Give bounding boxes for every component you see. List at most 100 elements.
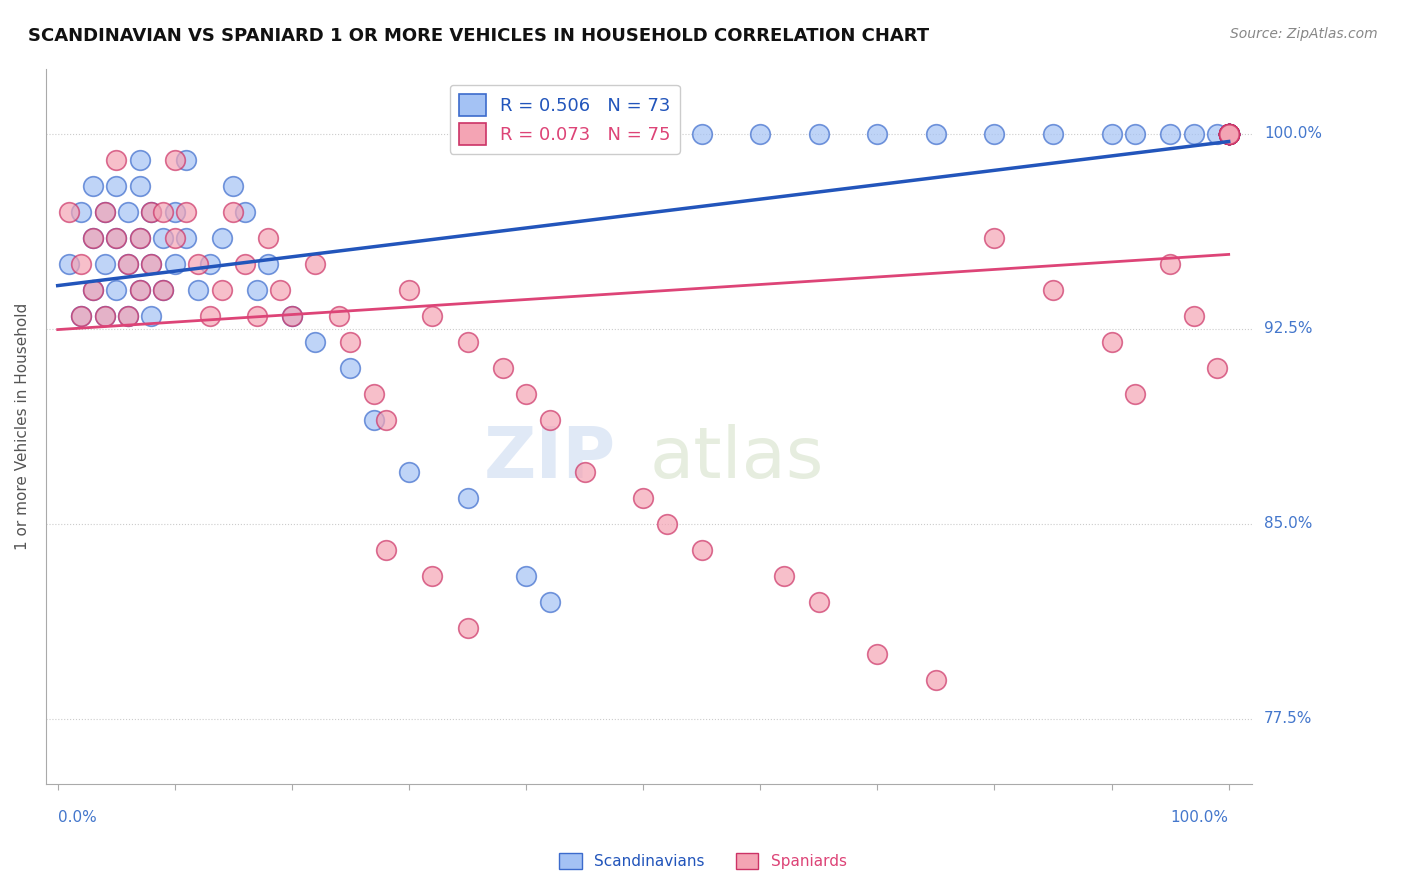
Point [152, 230, 174, 244]
Point [58, 256, 80, 270]
Point [631, 127, 654, 141]
Point [304, 256, 326, 270]
Point [1218, 127, 1240, 141]
Point [1218, 127, 1240, 141]
Point [538, 594, 561, 608]
Point [1218, 127, 1240, 141]
Point [1206, 127, 1229, 141]
Point [457, 334, 479, 349]
Point [70, 309, 93, 323]
Point [141, 204, 163, 219]
Point [128, 230, 150, 244]
Point [70, 256, 93, 270]
Point [328, 309, 350, 323]
Y-axis label: 1 or more Vehicles in Household: 1 or more Vehicles in Household [15, 302, 30, 549]
Text: 85.0%: 85.0% [1264, 516, 1312, 531]
Point [1182, 127, 1205, 141]
Point [1123, 386, 1146, 401]
Point [363, 412, 385, 426]
Point [176, 204, 198, 219]
Point [222, 178, 245, 193]
Point [128, 283, 150, 297]
Point [1218, 127, 1240, 141]
Point [128, 283, 150, 297]
Point [807, 594, 830, 608]
Point [1218, 127, 1240, 141]
Point [233, 204, 256, 219]
Point [163, 204, 186, 219]
Point [176, 153, 198, 167]
Point [187, 256, 209, 270]
Text: 77.5%: 77.5% [1264, 711, 1312, 726]
Point [257, 256, 280, 270]
Point [187, 283, 209, 297]
Point [1218, 127, 1240, 141]
Point [422, 568, 444, 582]
Point [128, 230, 150, 244]
Point [1159, 127, 1181, 141]
Point [422, 309, 444, 323]
Point [374, 412, 396, 426]
Point [631, 491, 654, 505]
Point [1159, 256, 1181, 270]
Point [866, 647, 889, 661]
Point [211, 283, 233, 297]
Point [983, 230, 1005, 244]
Point [655, 516, 678, 531]
Point [163, 256, 186, 270]
Point [1218, 127, 1240, 141]
Point [749, 127, 772, 141]
Point [1101, 127, 1123, 141]
Point [246, 283, 269, 297]
Legend: R = 0.506   N = 73, R = 0.073   N = 75: R = 0.506 N = 73, R = 0.073 N = 75 [450, 85, 679, 154]
Point [1218, 127, 1240, 141]
Point [1218, 127, 1240, 141]
Point [492, 360, 515, 375]
Point [141, 309, 163, 323]
Point [1218, 127, 1240, 141]
Point [772, 568, 794, 582]
Point [163, 153, 186, 167]
Point [269, 283, 291, 297]
Point [93, 204, 115, 219]
Point [1218, 127, 1240, 141]
Point [1218, 127, 1240, 141]
Point [233, 256, 256, 270]
Point [152, 204, 174, 219]
Point [1101, 334, 1123, 349]
Point [925, 673, 948, 687]
Point [866, 127, 889, 141]
Point [457, 491, 479, 505]
Point [281, 309, 304, 323]
Point [152, 283, 174, 297]
Point [176, 230, 198, 244]
Point [1218, 127, 1240, 141]
Point [574, 465, 596, 479]
Point [128, 178, 150, 193]
Point [82, 230, 104, 244]
Point [1218, 127, 1240, 141]
Point [304, 334, 326, 349]
Point [1218, 127, 1240, 141]
Point [93, 309, 115, 323]
Point [515, 386, 537, 401]
Point [690, 542, 713, 557]
Point [246, 309, 269, 323]
Point [93, 204, 115, 219]
Point [1042, 127, 1064, 141]
Point [141, 256, 163, 270]
Point [152, 283, 174, 297]
Point [1218, 127, 1240, 141]
Point [58, 204, 80, 219]
Point [1123, 127, 1146, 141]
Point [1206, 360, 1229, 375]
Point [983, 127, 1005, 141]
Point [1218, 127, 1240, 141]
Point [690, 127, 713, 141]
Point [82, 230, 104, 244]
Point [93, 309, 115, 323]
Point [105, 153, 128, 167]
Legend: Scandinavians, Spaniards: Scandinavians, Spaniards [553, 847, 853, 875]
Point [1218, 127, 1240, 141]
Point [1218, 127, 1240, 141]
